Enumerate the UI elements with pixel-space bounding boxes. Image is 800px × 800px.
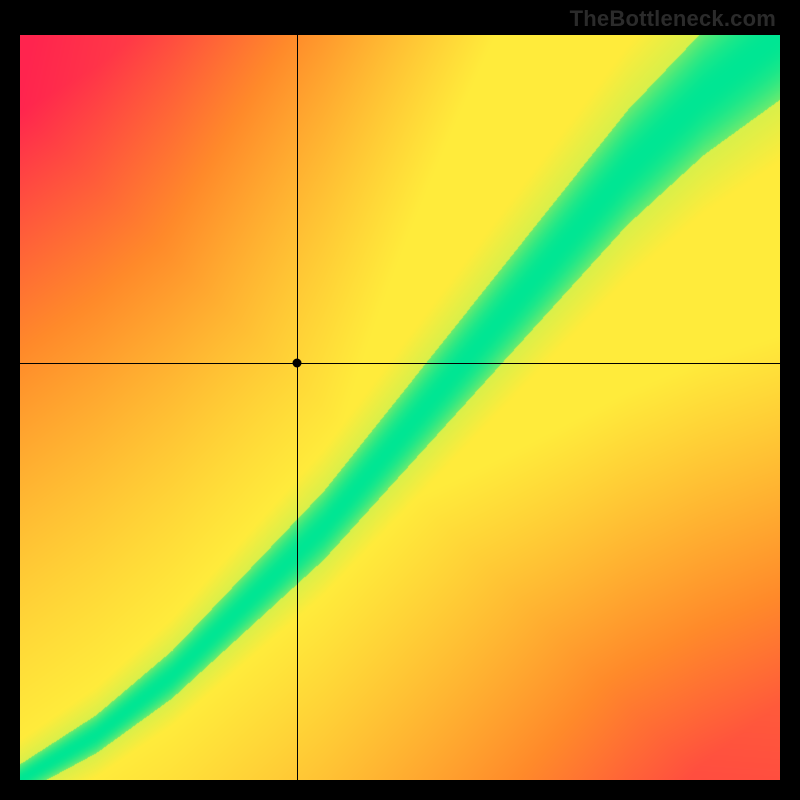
crosshair-marker: [293, 358, 302, 367]
watermark-text: TheBottleneck.com: [570, 6, 776, 32]
crosshair-vertical: [297, 35, 298, 780]
chart-container: TheBottleneck.com: [0, 0, 800, 800]
plot-area: [20, 35, 780, 780]
crosshair-horizontal: [20, 363, 780, 364]
heatmap-canvas: [20, 35, 780, 780]
